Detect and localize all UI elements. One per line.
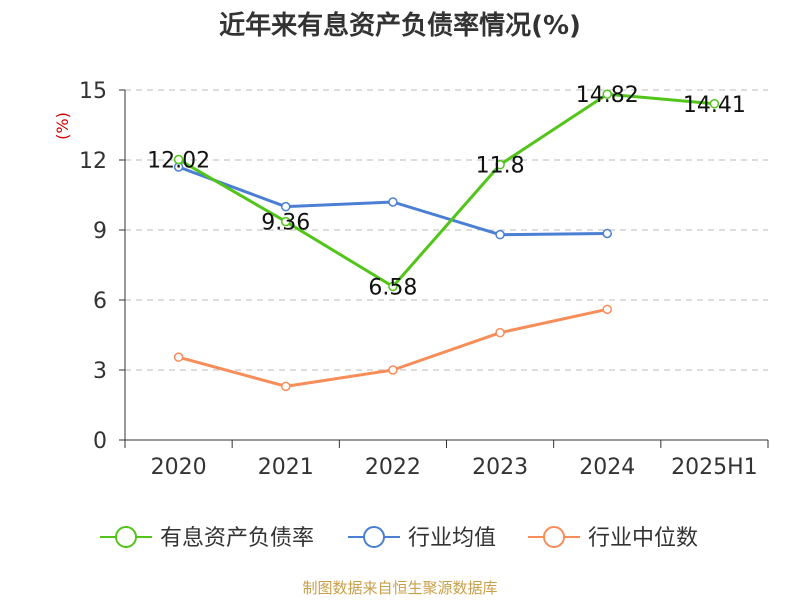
y-tick-label: 6 [93, 289, 107, 314]
y-tick-label: 9 [93, 219, 107, 244]
legend-swatch-marker [543, 526, 565, 548]
data-point [281, 201, 291, 212]
data-label: 6.58 [368, 275, 417, 300]
data-label: 14.41 [683, 93, 746, 118]
legend-label: 行业均值 [408, 526, 496, 551]
legend-swatch-marker [115, 526, 137, 548]
data-point [281, 216, 291, 227]
data-point [495, 159, 505, 170]
x-tick-label: 2023 [472, 455, 528, 480]
x-tick-label: 2020 [151, 455, 207, 480]
data-point [281, 381, 291, 392]
x-tick-label: 2021 [258, 455, 314, 480]
x-tick-label: 2022 [365, 455, 421, 480]
data-point [173, 352, 184, 362]
axes: 0 3 6 9 12 15 2020 2021 2022 2023 2024 2025H1 [79, 79, 769, 480]
data-point [602, 89, 612, 99]
grid-lines [125, 89, 768, 371]
data-label: 9.36 [261, 211, 310, 236]
y-tick-label: 3 [93, 359, 107, 384]
data-point [495, 229, 505, 240]
data-point [709, 99, 720, 109]
data-point [602, 304, 612, 315]
legend-label: 行业中位数 [588, 526, 698, 551]
data-point [173, 154, 184, 165]
legend: 有息资产负债率 行业均值 行业中位数 [100, 526, 698, 551]
y-axis-unit: (%) [53, 112, 72, 140]
series-line [177, 92, 715, 288]
data-point [388, 197, 398, 207]
source-note: 制图数据来自恒生聚源数据库 [302, 579, 497, 597]
data-labels: 12.02 9.36 6.58 11.8 14.82 14.41 [147, 83, 746, 300]
y-tick-label: 15 [79, 79, 107, 104]
series-line [178, 307, 608, 388]
y-tick-label: 12 [79, 149, 107, 174]
data-label: 12.02 [147, 149, 210, 174]
x-tick-label: 2025H1 [671, 455, 758, 480]
data-point [495, 327, 505, 338]
series-layer [173, 89, 720, 392]
data-point [388, 365, 398, 375]
data-label: 11.8 [476, 154, 525, 179]
legend-swatch-marker [363, 526, 385, 548]
data-point [388, 281, 398, 292]
x-tick-label: 2024 [579, 455, 635, 480]
y-tick-label: 0 [93, 429, 107, 454]
data-label: 14.82 [576, 83, 639, 108]
chart-title: 近年来有息资产负债率情况(%) [219, 10, 581, 41]
data-point [602, 228, 612, 239]
legend-label: 有息资产负债率 [160, 526, 314, 551]
